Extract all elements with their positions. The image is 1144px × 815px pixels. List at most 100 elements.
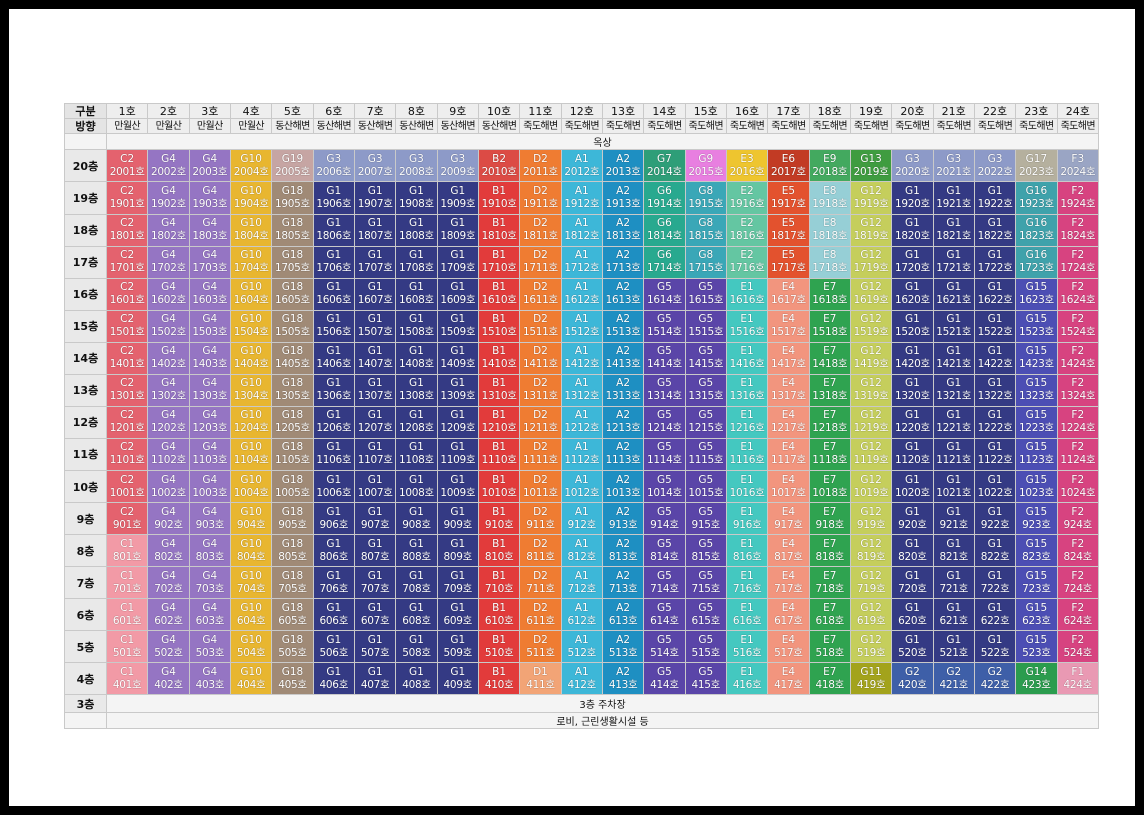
unit-cell: E1 716호 [725,566,769,600]
unit-cell: G5 1214호 [643,405,686,439]
line-header-10: 10호 [477,102,521,120]
unit-cell: E4 1017호 [767,470,810,504]
floor-row: 16층 C2 1601호 G4 1602호 G4 1603호 G10 1604호 G18 1605호… [64,277,1100,311]
unit-type: E7 [823,505,837,518]
unit-cell: G5 1114호 [643,437,686,472]
unit-number: 2012호 [564,165,600,178]
unit-number: 1515호 [688,326,724,339]
unit-number: 407호 [360,678,390,691]
unit-number: 917호 [774,518,803,531]
unit-type: G5 [657,601,672,614]
unit-type: G15 [1025,537,1048,550]
unit-type: G1 [409,537,424,550]
unit-number: 1007호 [357,486,393,499]
unit-type: G19 [281,152,304,165]
unit-type: B1 [492,505,507,518]
unit-cell: F2 1024호 [1056,470,1100,504]
unit-number: 2005호 [275,165,310,178]
unit-number: 1811호 [523,230,558,243]
unit-cell: G10 1604호 [229,277,273,311]
unit-type: G4 [202,345,218,358]
unit-number: 2009호 [440,165,476,178]
unit-type: G12 [860,281,882,294]
unit-cell: G5 1615호 [684,277,727,311]
unit-type: A1 [574,569,589,582]
unit-type: D1 [533,665,548,678]
unit-type: G10 [240,601,262,614]
unit-type: D2 [533,441,548,454]
unit-type: G10 [240,313,262,326]
unit-number: 1506호 [316,326,352,339]
unit-type: G1 [904,537,920,550]
unit-number: 724호 [1063,582,1093,595]
unit-number: 1606호 [316,294,352,307]
unit-type: C1 [120,569,135,582]
unit-cell: G12 1219호 [849,405,893,439]
unit-cell: G4 703호 [188,566,231,600]
unit-type: F2 [1071,184,1085,197]
line-header-18: 18호 [808,102,851,120]
line-header-23: 23호 [1015,102,1058,120]
unit-type: G1 [367,249,383,262]
unit-cell: G1 1107호 [353,437,397,472]
unit-cell: G12 1519호 [849,309,893,343]
unit-cell: G18 1505호 [271,309,314,343]
unit-type: G1 [326,217,342,230]
unit-number: 1420호 [894,358,930,371]
unit-cell: G4 2002호 [147,149,190,183]
unit-cell: G1 720호 [891,566,934,600]
floor-row: 13층 C2 1301호 G4 1302호 G4 1303호 G10 1304호 G18 1305호… [64,373,1100,407]
unit-type: G4 [202,152,218,165]
unit-cell: G1 1408호 [395,341,438,375]
unit-number: 1323호 [1018,390,1054,403]
unit-cell: G4 903호 [188,502,231,536]
unit-cell: C2 1101호 [105,437,149,472]
unit-type: G15 [1025,601,1048,614]
floor-row: 10층 C2 1001호 G4 1002호 G4 1003호 G10 1004호 G18 1005호… [64,470,1100,504]
unit-type: G1 [409,601,424,614]
unit-number: 422호 [980,678,1010,691]
unit-number: 1409호 [440,358,476,371]
unit-number: 922호 [980,518,1010,531]
unit-type: A1 [574,152,589,165]
unit-cell: F2 1324호 [1056,373,1100,407]
unit-number: 1121호 [936,454,972,467]
unit-cell: B1 810호 [477,534,521,568]
unit-number: 701호 [112,582,142,595]
unit-number: 1003호 [192,486,228,499]
unit-cell: C2 1301호 [105,373,149,407]
floor-label: 7층 [64,566,107,600]
unit-cell: G1 1106호 [312,437,355,472]
unit-number: 2006호 [316,165,352,178]
unit-type: D2 [533,345,548,358]
unit-type: G12 [860,633,882,646]
unit-type: G1 [450,249,466,262]
unit-type: G15 [1025,409,1048,422]
unit-type: F2 [1071,569,1085,582]
line-header-row: 구분 1호 2호 3호 4호 5호 6호 7호 8호 9호 10호 11호 12호 13호 14호 15호 1… [64,102,1100,120]
floor-row: 8층 C1 801호 G4 802호 G4 803호 G10 804호 G18 805호 G1 806호… [64,534,1100,568]
unit-cell: E7 1518호 [808,309,851,343]
unit-cell: G1 1921호 [932,181,975,215]
unit-type: G1 [946,569,962,582]
unit-type: G1 [987,473,1003,486]
unit-cell: C1 701호 [105,566,149,600]
unit-type: E4 [781,441,796,454]
unit-number: 412호 [567,678,597,691]
unit-type: G10 [240,281,262,294]
unit-type: G4 [161,633,176,646]
unit-number: 501호 [112,646,142,659]
unit-number: 1612호 [564,294,600,307]
unit-type: G1 [987,569,1003,582]
unit-cell: E7 818호 [808,534,851,568]
unit-number: 1310호 [481,390,517,403]
unit-type: E7 [823,537,837,550]
unit-type: E9 [823,152,837,165]
direction-header-11: 죽도해변 [519,118,562,135]
unit-cell: C2 2001호 [105,149,149,183]
direction-header-15: 죽도해변 [684,118,727,135]
unit-type: G4 [161,377,176,390]
unit-cell: E5 1817호 [767,213,810,247]
unit-type: G1 [946,473,962,486]
unit-type: G10 [240,345,262,358]
